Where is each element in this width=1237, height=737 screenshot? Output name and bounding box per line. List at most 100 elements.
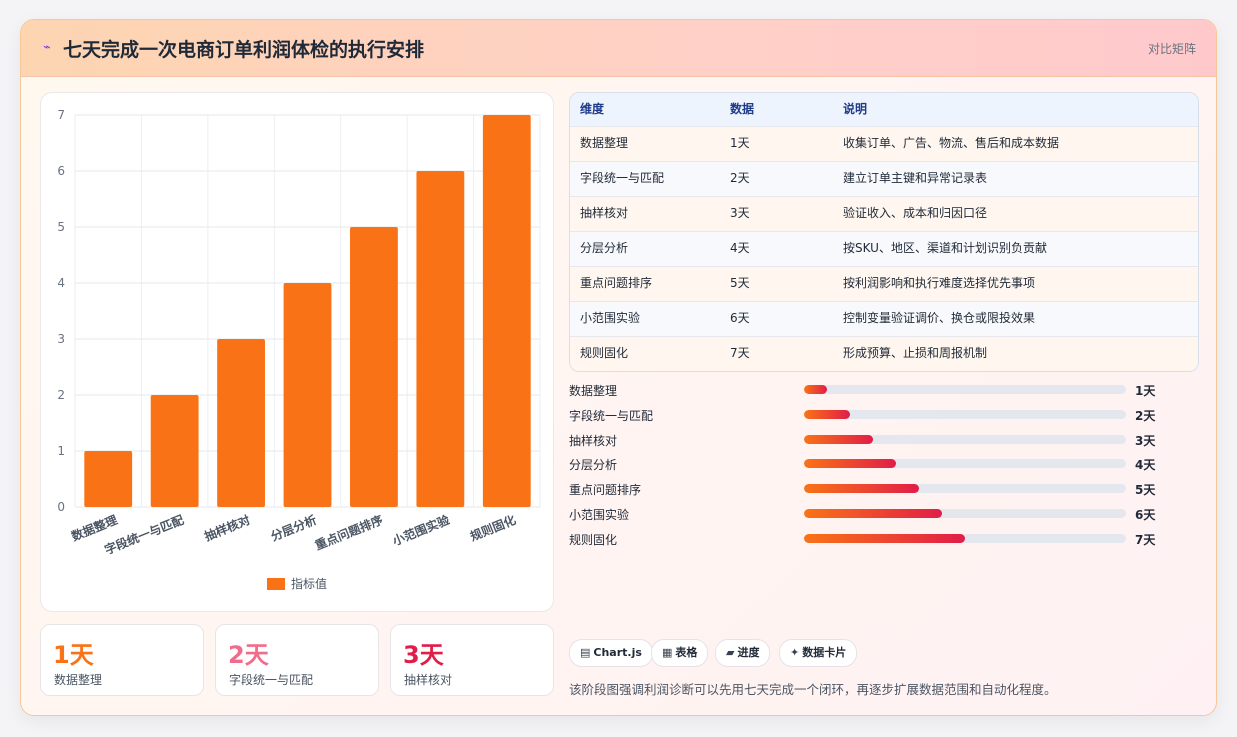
row-divider [570, 301, 1198, 302]
chip-data-card[interactable]: ✦ 数据卡片 [779, 639, 858, 667]
bar [217, 339, 265, 507]
progress-row: 重点问题排序 5天 [569, 479, 1197, 499]
table-cell: 4天 [730, 241, 750, 255]
bar [283, 283, 332, 507]
x-tick-label: 规则固化 [468, 512, 518, 544]
page-title: 七天完成一次电商订单利润体检的执行安排 [63, 39, 425, 61]
table-row: 字段统一与匹配 2天 建立订单主键和异常记录表 [570, 161, 1198, 196]
progress-value: 2天 [1135, 408, 1156, 423]
progress-value: 7天 [1135, 532, 1156, 547]
stat-label: 数据整理 [54, 673, 103, 687]
table-icon: ▦ [662, 646, 673, 659]
bar [84, 451, 133, 507]
chip-label: Chart.js [593, 646, 642, 659]
progress-fill [804, 533, 965, 543]
progress-track [804, 434, 1126, 444]
table-cell: 控制变量验证调价、换仓或限投效果 [843, 311, 1036, 325]
chip-chartjs[interactable]: ▤ Chart.js [569, 639, 653, 667]
chip-label: 进度 [737, 646, 760, 659]
progress-fill [804, 409, 850, 419]
progress-row: 抽样核对 3天 [569, 430, 1197, 450]
x-tick-label: 分层分析 [268, 512, 318, 544]
stat-card-3: 3天 抽样核对 [390, 624, 554, 696]
progress-label: 抽样核对 [569, 433, 618, 448]
data-table: 维度 数据 说明 数据整理 1天 收集订单、广告、物流、售后和成本数据 字段统一… [569, 92, 1199, 372]
chip-label: 表格 [675, 646, 698, 659]
progress-label: 数据整理 [569, 384, 618, 398]
progress-value: 1天 [1135, 384, 1156, 398]
y-tick-label: 2 [57, 388, 65, 402]
column-header: 数据 [730, 102, 755, 116]
table-cell: 6天 [730, 311, 750, 325]
table-cell: 形成预算、止损和周报机制 [843, 346, 988, 360]
table-cell: 验证收入、成本和归因口径 [843, 206, 988, 220]
progress-label: 分层分析 [569, 458, 618, 473]
table-row: 小范围实验 6天 控制变量验证调价、换仓或限投效果 [570, 301, 1198, 336]
row-divider [570, 196, 1198, 197]
y-tick-label: 1 [57, 444, 65, 458]
progress-fill [804, 434, 873, 444]
table-row: 抽样核对 3天 验证收入、成本和归因口径 [570, 196, 1198, 231]
bar [482, 115, 531, 507]
card-header: ⌁ 七天完成一次电商订单利润体检的执行安排 对比矩阵 [21, 20, 1216, 77]
progress-track [804, 409, 1126, 419]
table-cell: 2天 [730, 171, 750, 185]
progress-track [804, 385, 1126, 394]
table-cell: 字段统一与匹配 [580, 171, 665, 185]
table-cell: 1天 [730, 136, 750, 150]
x-tick-label: 抽样核对 [202, 512, 252, 544]
legend-swatch [267, 578, 285, 590]
progress-fill [804, 459, 896, 469]
progress-fill [804, 484, 919, 494]
progress-row: 分层分析 4天 [569, 454, 1197, 474]
stat-value: 2天 [228, 641, 269, 669]
table-row: 重点问题排序 5天 按利润影响和执行难度选择优先事项 [570, 266, 1198, 301]
progress-track [804, 459, 1126, 469]
table-cell: 收集订单、广告、物流、售后和成本数据 [843, 136, 1060, 150]
stat-value: 3天 [403, 641, 444, 669]
stat-card-1: 1天 数据整理 [40, 624, 204, 696]
progress-track [804, 484, 1126, 494]
progress-value: 3天 [1135, 433, 1156, 448]
view-mode-label[interactable]: 对比矩阵 [1147, 42, 1196, 56]
progress-row: 小范围实验 6天 [569, 504, 1197, 524]
footnote: 该阶段图强调利润诊断可以先用七天完成一个闭环，再逐步扩展数据范围和自动化程度。 [569, 682, 1057, 697]
progress-list: 数据整理 1天 字段统一与匹配 2天 抽样核对 3天 分层分析 4天 重点问题排序 5天 小范围实验… [569, 380, 1197, 550]
progress-label: 小范围实验 [569, 508, 630, 522]
stat-label: 字段统一与匹配 [229, 673, 314, 687]
column-header: 维度 [580, 102, 605, 116]
progress-fill [804, 385, 827, 394]
y-tick-label: 3 [57, 332, 65, 346]
progress-label: 字段统一与匹配 [569, 408, 654, 423]
chart-icon: ▤ [580, 646, 591, 659]
table-cell: 按利润影响和执行难度选择优先事项 [843, 276, 1036, 290]
chip-table[interactable]: ▦ 表格 [651, 639, 709, 667]
progress-row: 规则固化 7天 [569, 529, 1197, 549]
chip-label: 数据卡片 [802, 646, 847, 659]
table-cell: 7天 [730, 346, 750, 360]
stat-card-2: 2天 字段统一与匹配 [215, 624, 379, 696]
y-tick-label: 7 [57, 108, 65, 122]
chip-progress[interactable]: ▰ 进度 [715, 639, 771, 667]
row-divider [570, 266, 1198, 267]
table-cell: 3天 [730, 206, 750, 220]
table-row: 分层分析 4天 按SKU、地区、渠道和计划识别负贡献 [570, 231, 1198, 266]
table-row: 规则固化 7天 形成预算、止损和周报机制 [570, 336, 1198, 371]
x-tick-label: 重点问题排序 [313, 512, 385, 553]
table-cell: 规则固化 [580, 346, 629, 360]
table-cell: 抽样核对 [580, 206, 629, 220]
progress-track [804, 533, 1126, 543]
row-divider [570, 126, 1198, 127]
progress-row: 字段统一与匹配 2天 [569, 405, 1197, 425]
column-header: 说明 [843, 102, 868, 116]
bar [416, 171, 465, 507]
progress-track [804, 509, 1126, 518]
table-cell: 5天 [730, 276, 750, 290]
progress-label: 规则固化 [569, 532, 618, 547]
stat-value: 1天 [53, 641, 94, 669]
progress-fill [804, 509, 942, 518]
table-cell: 小范围实验 [580, 311, 641, 325]
bar [150, 395, 199, 507]
row-divider [570, 161, 1198, 162]
